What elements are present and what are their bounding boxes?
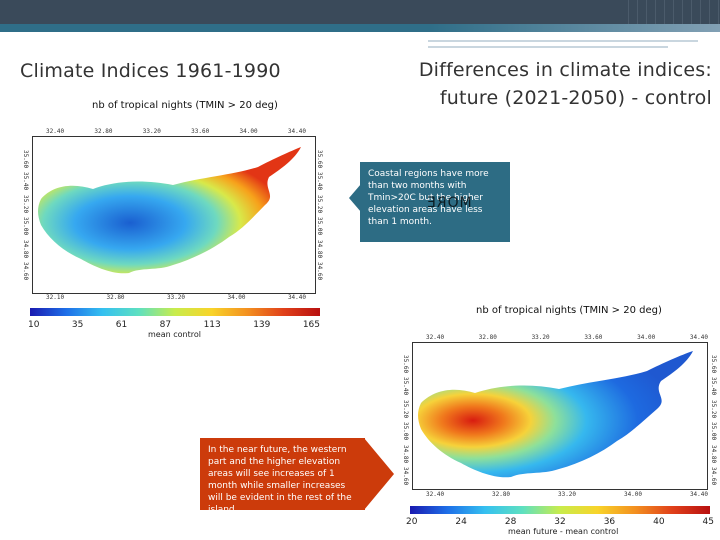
decorative-line xyxy=(428,40,698,42)
right-title-line-2: future (2021-2050) - control xyxy=(439,87,712,109)
tick-label: 34.60 xyxy=(22,261,29,280)
left-map-frame xyxy=(32,136,316,294)
callout-pointer xyxy=(349,184,361,212)
tick-label: 34.40 xyxy=(287,128,306,135)
left-slide-title: Climate Indices 1961-1990 xyxy=(20,60,281,82)
tick-label: 34.60 xyxy=(402,466,409,485)
tick-label: 35.60 xyxy=(316,150,323,169)
tick-label: 33.20 xyxy=(557,491,577,498)
left-map-right-ticks: 35.60 35.40 35.20 35.00 34.80 34.60 xyxy=(316,150,323,280)
colorbar-label: 32 xyxy=(554,517,566,527)
right-map-top-ticks: 32.40 32.80 33.20 33.60 34.00 34.40 xyxy=(426,334,708,341)
left-map-bottom-ticks: 32.10 32.80 33.20 34.00 34.40 xyxy=(46,294,306,301)
tick-label: 32.80 xyxy=(491,491,511,498)
tick-label: 34.80 xyxy=(316,239,323,258)
right-colorbar-caption: mean future - mean control xyxy=(508,527,619,536)
cyprus-shape xyxy=(38,147,301,274)
right-slide-title: Differences in climate indices: future (… xyxy=(400,56,712,112)
tick-label: 32.40 xyxy=(426,334,445,341)
left-colorbar-labels: 10 35 61 87 113 139 165 xyxy=(28,320,320,330)
tick-label: 34.00 xyxy=(623,491,643,498)
left-colorbar-caption: mean control xyxy=(148,330,201,339)
colorbar-label: 36 xyxy=(603,517,616,527)
tick-label: 34.80 xyxy=(710,444,717,463)
tick-label: 34.00 xyxy=(239,128,258,135)
top-bar-pattern xyxy=(620,0,720,24)
tick-label: 32.80 xyxy=(478,334,497,341)
tick-label: 35.00 xyxy=(710,422,717,441)
colorbar-label: 165 xyxy=(302,320,320,330)
tick-label: 35.40 xyxy=(22,172,29,191)
tick-label: 35.40 xyxy=(710,377,717,396)
left-map-left-ticks: 35.60 35.40 35.20 35.00 34.80 34.60 xyxy=(22,150,29,280)
tick-label: 34.80 xyxy=(402,444,409,463)
top-bar xyxy=(0,0,720,24)
tick-label: 34.40 xyxy=(689,334,708,341)
tick-label: 35.20 xyxy=(316,194,323,213)
tick-label: 34.60 xyxy=(710,466,717,485)
tick-label: 32.10 xyxy=(46,294,65,301)
tick-label: 35.20 xyxy=(402,399,409,418)
left-map-cyprus xyxy=(38,147,301,274)
left-colorbar xyxy=(30,308,320,316)
colorbar-label: 24 xyxy=(455,517,467,527)
tick-label: 35.60 xyxy=(402,355,409,374)
tick-label: 33.20 xyxy=(166,294,186,301)
tick-label: 35.40 xyxy=(402,377,409,396)
callout-top-text: Coastal regions have more than two month… xyxy=(368,169,489,227)
tick-label: 32.80 xyxy=(106,294,125,301)
tick-label: 33.60 xyxy=(191,128,210,135)
colorbar-label: 45 xyxy=(702,517,714,527)
colorbar-label: 35 xyxy=(71,320,84,330)
tick-label: 35.00 xyxy=(402,422,409,441)
right-colorbar-labels: 20 24 28 32 36 40 45 xyxy=(406,517,714,527)
tick-label: 35.20 xyxy=(22,194,29,213)
colorbar-label: 61 xyxy=(115,320,128,330)
tick-label: 34.60 xyxy=(316,261,323,280)
mirrored-text: MORE xyxy=(426,195,472,211)
left-map-title: nb of tropical nights (TMIN > 20 deg) xyxy=(92,100,278,111)
callout-bottom: In the near future, the western part and… xyxy=(200,438,394,515)
callout-pointer xyxy=(364,438,394,510)
colorbar-label: 20 xyxy=(406,517,418,527)
accent-bar-gradient xyxy=(430,24,720,32)
right-map-title: nb of tropical nights (TMIN > 20 deg) xyxy=(476,305,662,316)
tick-label: 33.60 xyxy=(584,334,603,341)
right-map-left-ticks: 35.60 35.40 35.20 35.00 34.80 34.60 xyxy=(402,355,409,485)
right-title-line-1: Differences in climate indices: xyxy=(418,59,712,81)
decorative-line xyxy=(428,46,668,48)
tick-label: 35.20 xyxy=(710,399,717,418)
colorbar-label: 87 xyxy=(159,320,172,330)
right-map-bottom-ticks: 32.40 32.80 33.20 34.00 34.40 xyxy=(426,491,708,498)
right-colorbar xyxy=(410,506,710,514)
left-map-top-ticks: 32.40 32.80 33.20 33.60 34.00 34.40 xyxy=(46,128,306,135)
colorbar-label: 113 xyxy=(203,320,221,330)
tick-label: 33.20 xyxy=(531,334,550,341)
tick-label: 35.00 xyxy=(316,217,323,236)
tick-label: 35.60 xyxy=(22,150,29,169)
colorbar-label: 28 xyxy=(504,517,517,527)
tick-label: 32.40 xyxy=(426,491,445,498)
tick-label: 32.80 xyxy=(94,128,113,135)
tick-label: 33.20 xyxy=(142,128,161,135)
right-map-right-ticks: 35.60 35.40 35.20 35.00 34.80 34.60 xyxy=(710,355,717,485)
tick-label: 35.40 xyxy=(316,172,323,191)
colorbar-label: 10 xyxy=(28,320,40,330)
tick-label: 35.60 xyxy=(710,355,717,374)
tick-label: 34.40 xyxy=(689,491,708,498)
tick-label: 34.80 xyxy=(22,239,29,258)
colorbar-label: 40 xyxy=(653,517,665,527)
tick-label: 32.40 xyxy=(46,128,65,135)
tick-label: 35.00 xyxy=(22,217,29,236)
colorbar-label: 139 xyxy=(253,320,271,330)
cyprus-shape xyxy=(418,351,693,478)
tick-label: 34.40 xyxy=(287,294,306,301)
accent-bar xyxy=(0,24,720,32)
right-map-cyprus xyxy=(418,351,693,478)
right-map-frame xyxy=(412,342,708,490)
tick-label: 34.00 xyxy=(227,294,246,301)
callout-bottom-text: In the near future, the western part and… xyxy=(208,445,352,515)
tick-label: 34.00 xyxy=(637,334,656,341)
callout-top: Coastal regions have more than two month… xyxy=(349,162,510,242)
